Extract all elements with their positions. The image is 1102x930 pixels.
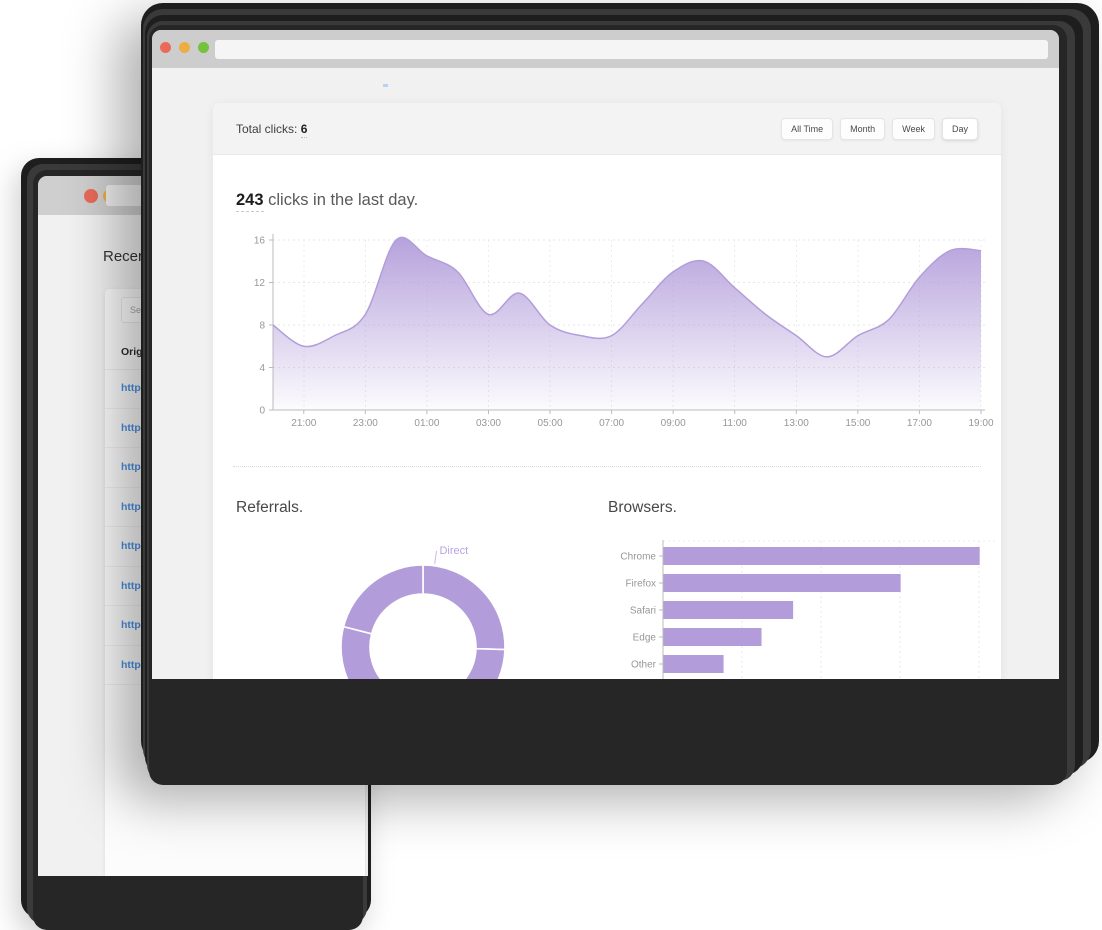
filter-button-day[interactable]: Day bbox=[941, 117, 978, 140]
filter-button-week[interactable]: Week bbox=[892, 117, 935, 140]
close-icon[interactable] bbox=[84, 189, 98, 203]
svg-text:15:00: 15:00 bbox=[845, 418, 870, 429]
svg-text:0: 0 bbox=[259, 406, 265, 417]
close-icon[interactable] bbox=[160, 42, 171, 53]
analytics-card-header: Total clicks: 6 All Time Month Week Day bbox=[213, 103, 1001, 155]
svg-text:8: 8 bbox=[259, 321, 265, 332]
svg-text:Other: Other bbox=[631, 660, 657, 671]
svg-text:21:00: 21:00 bbox=[291, 418, 316, 429]
svg-text:Chrome: Chrome bbox=[620, 552, 656, 563]
svg-text:Safari: Safari bbox=[630, 606, 656, 617]
section-divider bbox=[233, 466, 981, 467]
donut-label-line bbox=[434, 550, 437, 564]
svg-text:23:00: 23:00 bbox=[353, 418, 378, 429]
front-titlebar bbox=[152, 30, 1059, 68]
donut-segment bbox=[422, 564, 506, 651]
clicks-area-chart: 0 4 8 12 16 21:00 23:00 01:00 03:00 05:00 07:00 09:… bbox=[254, 234, 994, 429]
svg-text:Firefox: Firefox bbox=[625, 579, 656, 590]
referrals-title: Referrals. bbox=[236, 499, 304, 516]
total-clicks-label: Total clicks: bbox=[236, 121, 301, 136]
svg-text:17:00: 17:00 bbox=[907, 418, 932, 429]
svg-text:13:00: 13:00 bbox=[784, 418, 809, 429]
svg-text:19:00: 19:00 bbox=[968, 418, 993, 429]
svg-text:12: 12 bbox=[254, 278, 266, 289]
clicks-count: 243 bbox=[236, 191, 264, 212]
clicks-headline: 243 clicks in the last day. bbox=[236, 191, 419, 212]
donut-label-direct: Direct bbox=[439, 545, 468, 557]
filter-button-all-time[interactable]: All Time bbox=[781, 117, 834, 140]
svg-text:07:00: 07:00 bbox=[599, 418, 624, 429]
svg-text:03:00: 03:00 bbox=[476, 418, 501, 429]
time-filter-group: All Time Month Week Day bbox=[781, 117, 978, 140]
front-window-frame: Total clicks: 6 All Time Month Week Day … bbox=[141, 3, 1099, 785]
browser-bar bbox=[663, 601, 794, 619]
favicon-artifact bbox=[383, 84, 388, 87]
browsers-title: Browsers. bbox=[608, 499, 677, 516]
maximize-icon[interactable] bbox=[198, 42, 209, 53]
svg-text:Edge: Edge bbox=[633, 633, 657, 644]
browser-bar bbox=[663, 655, 724, 673]
svg-text:05:00: 05:00 bbox=[538, 418, 563, 429]
browser-bar bbox=[663, 547, 980, 565]
back-page-heading: Recent bbox=[103, 248, 151, 265]
analytics-card: Total clicks: 6 All Time Month Week Day … bbox=[213, 103, 1001, 679]
total-clicks-summary: Total clicks: 6 bbox=[236, 121, 308, 138]
svg-text:09:00: 09:00 bbox=[661, 418, 686, 429]
svg-text:4: 4 bbox=[259, 363, 265, 374]
minimize-icon[interactable] bbox=[179, 42, 190, 53]
browsers-bar-chart: Chrome Firefox Safari Edge Other bbox=[620, 540, 995, 679]
browser-bar bbox=[663, 628, 762, 646]
front-url-bar[interactable] bbox=[215, 40, 1048, 59]
referrals-donut-chart: Direct bbox=[340, 545, 506, 679]
svg-text:11:00: 11:00 bbox=[723, 418, 748, 429]
svg-text:16: 16 bbox=[254, 236, 266, 247]
browser-bar bbox=[663, 574, 901, 592]
total-clicks-value: 6 bbox=[300, 121, 308, 138]
clicks-headline-suffix: clicks in the last day. bbox=[263, 191, 419, 209]
donut-segment bbox=[464, 647, 506, 679]
donut-segment bbox=[342, 564, 424, 635]
donut-segment bbox=[340, 625, 382, 679]
filter-button-month[interactable]: Month bbox=[840, 117, 886, 140]
svg-text:01:00: 01:00 bbox=[414, 418, 439, 429]
front-browser-window: Total clicks: 6 All Time Month Week Day … bbox=[152, 30, 1059, 679]
